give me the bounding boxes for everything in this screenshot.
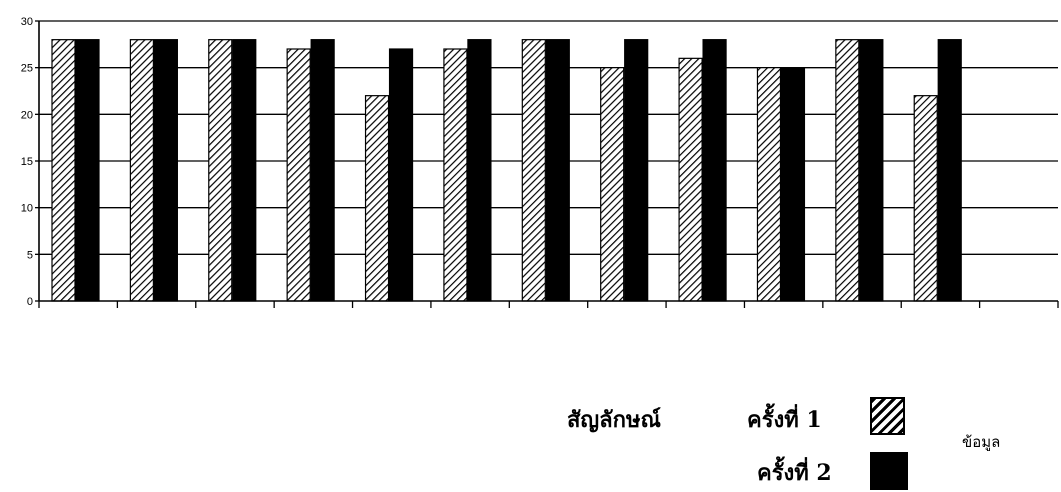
y-tick-label: 15 <box>21 156 33 168</box>
bar-series-2 <box>545 39 570 302</box>
y-tick-label: 5 <box>27 249 33 261</box>
y-axis-ticks: 0 5 10 15 20 25 30 <box>21 16 39 308</box>
bar-series-2 <box>702 39 727 302</box>
legend-swatch-series-2 <box>870 452 908 490</box>
bar-series-1 <box>286 48 311 302</box>
bar-series-2 <box>937 39 962 302</box>
bar-series-1 <box>443 48 468 302</box>
bar-series-2 <box>624 39 649 302</box>
y-tick-label: 20 <box>21 109 33 121</box>
bar-series-2 <box>75 39 100 302</box>
bar-series-1 <box>678 57 703 302</box>
bars <box>51 39 962 302</box>
bar-series-1 <box>129 39 154 302</box>
legend-title: สัญลักษณ์ <box>567 407 661 433</box>
y-tick-label: 30 <box>21 16 33 28</box>
bar-series-2 <box>467 39 492 302</box>
y-tick-label: 25 <box>21 63 33 75</box>
bar-series-1 <box>51 39 76 302</box>
bar-series-2 <box>310 39 335 302</box>
legend-label-series-1: ครั้งที่ 1 <box>747 407 822 433</box>
bar-series-1 <box>364 95 390 302</box>
bar-series-1 <box>521 39 546 302</box>
y-tick-label: 10 <box>21 203 33 215</box>
bar-series-2 <box>388 48 414 302</box>
bar-series-1 <box>835 39 860 302</box>
data-note: ข้อมูล <box>962 433 1001 451</box>
axes <box>38 21 1059 308</box>
legend-label-series-2: ครั้งที่ 2 <box>757 460 832 486</box>
bar-series-2 <box>859 39 884 302</box>
y-tick-label: 0 <box>27 296 33 308</box>
bar-series-2 <box>780 67 806 302</box>
bar-series-2 <box>232 39 257 302</box>
bar-series-2 <box>153 39 178 302</box>
bar-series-1 <box>208 39 233 302</box>
legend-swatch-series-1 <box>870 397 905 435</box>
bar-series-1 <box>600 67 625 302</box>
bar-series-1 <box>913 95 938 302</box>
bar-series-1 <box>756 67 782 302</box>
bar-chart: 0 5 10 15 20 25 30 <box>21 16 1059 308</box>
